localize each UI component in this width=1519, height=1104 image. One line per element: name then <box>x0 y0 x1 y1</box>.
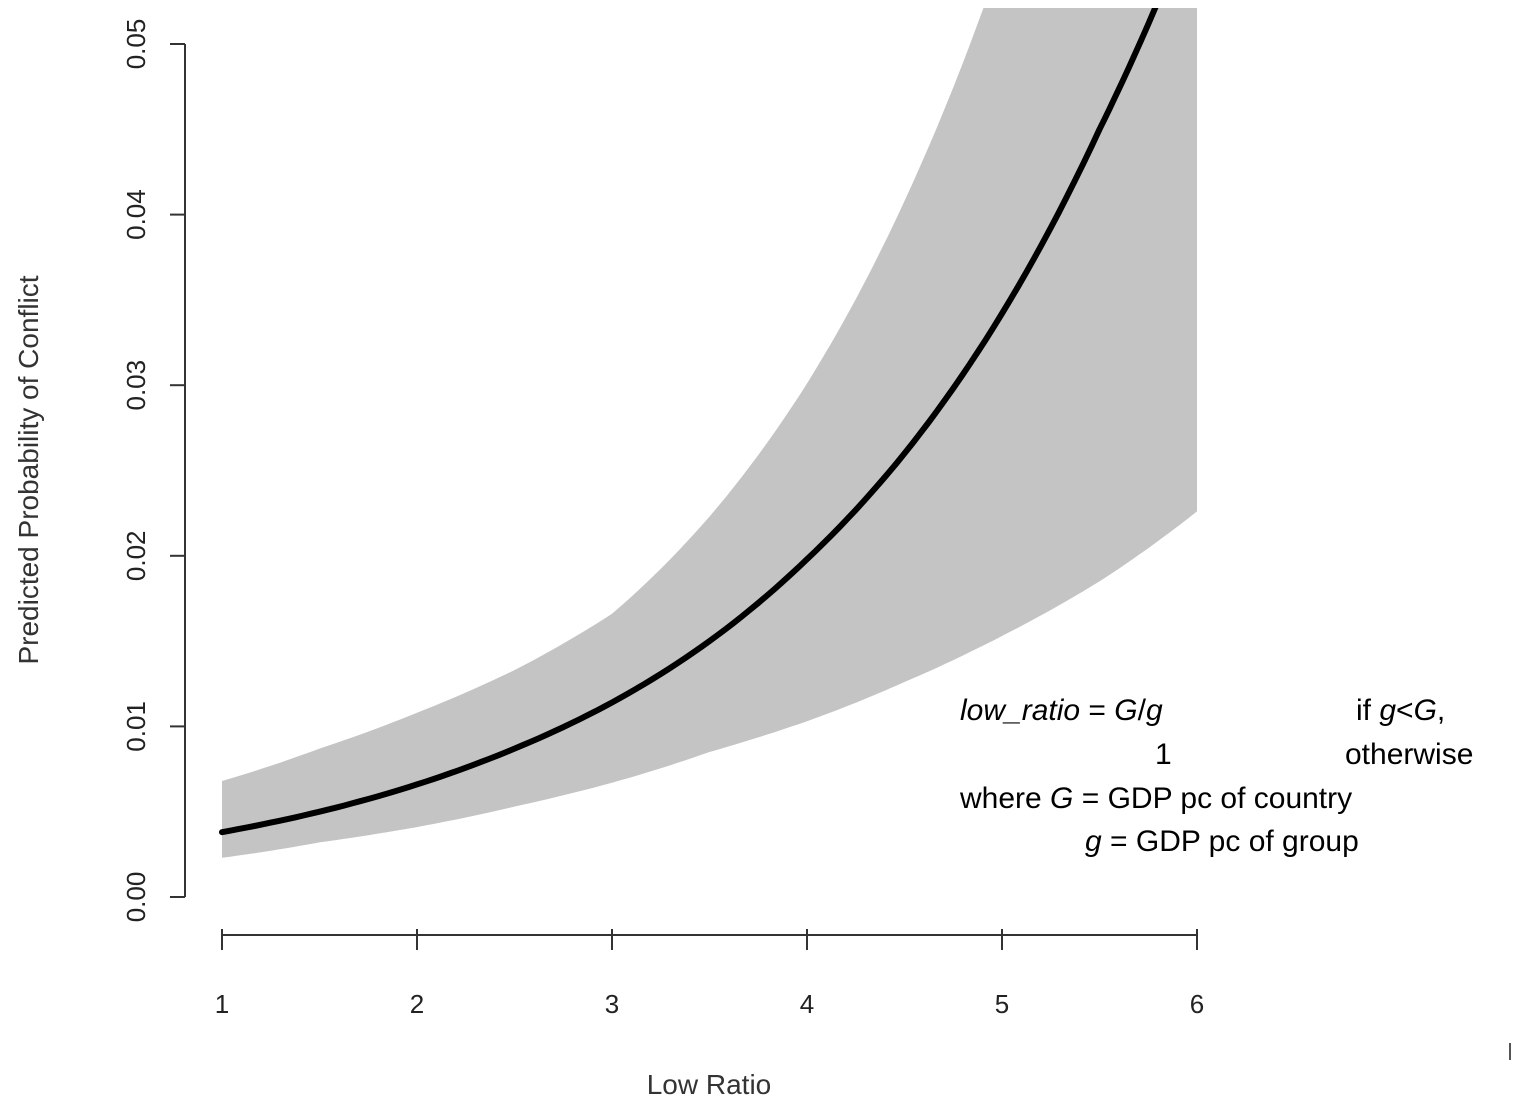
annotation-def-g-text: = GDP pc of group <box>1101 825 1359 858</box>
annotation-slash: / <box>1137 694 1146 727</box>
annotation-var-low-ratio: low_ratio <box>960 694 1081 727</box>
y-tick-label: 0.05 <box>121 19 151 70</box>
x-tick-label: 4 <box>800 989 814 1019</box>
annotation-value-one: 1 <box>1155 740 1172 770</box>
y-tick-label: 0.00 <box>121 872 151 923</box>
y-axis-label: Predicted Probability of Conflict <box>13 275 44 664</box>
annotation-def-G-text: = GDP pc of country <box>1073 782 1353 815</box>
x-axis-label: Low Ratio <box>647 1069 772 1100</box>
annotation-where: where <box>960 782 1051 815</box>
y-axis: 0.00 0.01 0.02 0.03 0.04 0.05 <box>121 19 186 923</box>
y-tick-label: 0.04 <box>121 189 151 240</box>
annotation-cond-g: g <box>1379 694 1397 727</box>
confidence-band-layer <box>222 8 1197 858</box>
x-tick-label: 6 <box>1190 989 1204 1019</box>
x-tick-label: 3 <box>605 989 619 1019</box>
annotation-G: G <box>1114 694 1138 727</box>
y-tick-label: 0.02 <box>121 530 151 581</box>
confidence-band <box>222 8 1197 858</box>
y-tick-label: 0.03 <box>121 360 151 411</box>
y-tick-label: 0.01 <box>121 701 151 752</box>
annotation-one: 1 <box>1155 738 1172 771</box>
annotation-otherwise-text: otherwise <box>1345 738 1474 771</box>
annotation-def-g: g <box>1085 825 1102 858</box>
annotation-line-1: low_ratio = G/g <box>960 696 1163 726</box>
annotation-if: if <box>1356 694 1380 727</box>
annotation-g: g <box>1145 694 1163 727</box>
annotation-lt: < <box>1396 694 1414 727</box>
annotation-comma: , <box>1436 694 1446 727</box>
annotation-otherwise: otherwise <box>1345 740 1473 770</box>
x-tick-label: 1 <box>215 989 229 1019</box>
x-tick-label: 5 <box>995 989 1009 1019</box>
annotation-line-3: where G = GDP pc of country <box>960 784 1352 814</box>
annotation-line-4: g = GDP pc of group <box>1085 827 1359 857</box>
annotation-condition: if g<G, <box>1356 696 1445 726</box>
annotation-cond-G: G <box>1413 694 1437 727</box>
annotation-equals: = <box>1080 694 1115 727</box>
x-tick-label: 2 <box>410 989 424 1019</box>
series-line-layer <box>219 8 1159 836</box>
series-line-0 <box>219 8 1159 836</box>
annotation-def-G: G <box>1050 782 1074 815</box>
x-axis: 1 2 3 4 5 6 <box>215 929 1204 1019</box>
